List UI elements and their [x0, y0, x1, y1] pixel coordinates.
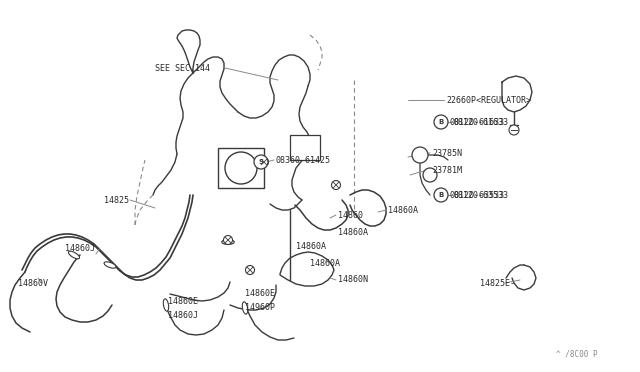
Text: B: B	[438, 192, 444, 198]
Text: 14860A: 14860A	[338, 228, 368, 237]
Text: ^ /8C00 P: ^ /8C00 P	[556, 350, 598, 359]
Text: 08360-61425: 08360-61425	[276, 155, 331, 164]
Text: 08120-61633: 08120-61633	[450, 118, 505, 126]
Text: 23785N: 23785N	[432, 148, 462, 157]
Ellipse shape	[163, 299, 169, 311]
Ellipse shape	[243, 302, 248, 314]
Text: 14860A: 14860A	[310, 259, 340, 267]
Circle shape	[332, 180, 340, 189]
Circle shape	[434, 115, 448, 129]
Text: 14860E: 14860E	[245, 289, 275, 298]
Ellipse shape	[104, 262, 116, 268]
Text: SEE SEC.144: SEE SEC.144	[155, 64, 210, 73]
Text: 14860: 14860	[338, 211, 363, 219]
Text: 08120-63533: 08120-63533	[454, 190, 509, 199]
Text: 14860J: 14860J	[168, 311, 198, 321]
Text: 14860A: 14860A	[388, 205, 418, 215]
Text: 08120-63533: 08120-63533	[450, 190, 505, 199]
Text: 14960P: 14960P	[245, 304, 275, 312]
Text: 14860V: 14860V	[18, 279, 48, 288]
Circle shape	[225, 152, 257, 184]
Text: 14825: 14825	[104, 196, 129, 205]
Ellipse shape	[68, 251, 79, 259]
Text: 14860N: 14860N	[338, 276, 368, 285]
Circle shape	[434, 188, 448, 202]
Circle shape	[223, 235, 232, 244]
Text: 14860J: 14860J	[65, 244, 95, 253]
Ellipse shape	[221, 240, 234, 244]
Text: 23781M: 23781M	[432, 166, 462, 174]
Text: 14860A: 14860A	[296, 241, 326, 250]
Circle shape	[254, 155, 268, 169]
Bar	[290, 135, 320, 160]
Circle shape	[509, 125, 519, 135]
Text: 14860E: 14860E	[168, 298, 198, 307]
Bar	[218, 148, 264, 188]
Text: S: S	[259, 159, 264, 165]
Text: 22660P<REGULATOR>: 22660P<REGULATOR>	[446, 96, 531, 105]
Circle shape	[412, 147, 428, 163]
Text: 08120-61633: 08120-61633	[454, 118, 509, 126]
Circle shape	[259, 157, 269, 167]
Text: 14825E-: 14825E-	[480, 279, 515, 288]
Circle shape	[246, 266, 255, 275]
Circle shape	[423, 168, 437, 182]
Text: B: B	[438, 119, 444, 125]
